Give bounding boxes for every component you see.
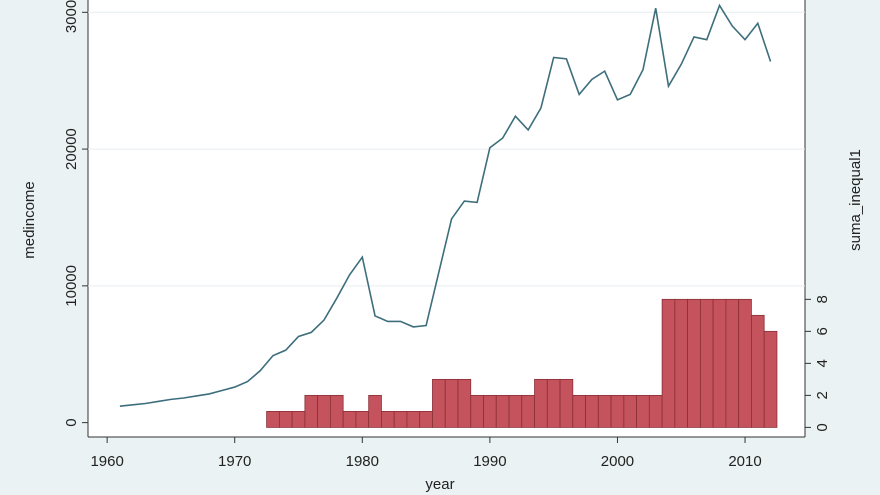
bar: [508, 394, 523, 428]
bar: [355, 410, 370, 428]
x-axis-title: year: [425, 476, 454, 493]
bar: [470, 394, 484, 428]
y-tick-label: 30000: [63, 0, 80, 33]
bar: [304, 394, 319, 428]
y-tick-label: 0: [63, 418, 80, 426]
bar: [559, 378, 574, 428]
bar: [432, 378, 446, 428]
bar: [546, 378, 561, 428]
bar: [457, 378, 472, 428]
y-tick-label: 10000: [63, 265, 80, 307]
bar: [572, 394, 586, 428]
bar: [661, 298, 676, 428]
bar: [419, 410, 433, 428]
y-axis-title: medincome: [21, 181, 38, 259]
bar: [712, 298, 727, 428]
x-tick-label: 1990: [473, 453, 506, 470]
x-tick-label: 1970: [218, 453, 251, 470]
bar: [636, 394, 650, 428]
bar: [406, 410, 421, 428]
y2-tick-label: 2: [814, 391, 831, 399]
bar: [674, 298, 689, 428]
y2-axis-title: suma_inequal1: [847, 149, 864, 251]
bar: [763, 330, 778, 428]
x-tick-label: 1960: [90, 453, 123, 470]
bar: [291, 410, 306, 428]
bar: [495, 394, 510, 428]
bar: [521, 394, 535, 428]
bar: [648, 394, 663, 428]
bar: [585, 394, 599, 428]
x-tick-label: 2010: [728, 453, 761, 470]
y2-tick-label: 8: [814, 295, 831, 303]
bar: [381, 410, 395, 428]
y2-tick-label: 4: [814, 359, 831, 367]
bar: [725, 298, 740, 428]
bar: [330, 394, 344, 428]
bar: [687, 298, 701, 428]
bar: [393, 410, 408, 428]
bar: [738, 298, 752, 428]
y-tick-label: 20000: [63, 128, 80, 170]
y2-tick-label: 0: [814, 423, 831, 431]
bar: [534, 378, 548, 428]
x-tick-label: 1980: [346, 453, 379, 470]
y2-tick-label: 6: [814, 327, 831, 335]
bar: [278, 410, 293, 428]
bar: [342, 410, 357, 428]
bar: [699, 298, 714, 428]
bar: [266, 410, 280, 428]
bar: [317, 394, 331, 428]
bar: [610, 394, 625, 428]
line: [119, 3, 772, 408]
bar: [368, 394, 382, 428]
bar: [483, 394, 497, 428]
x-tick-label: 2000: [601, 453, 634, 470]
bar: [444, 378, 459, 428]
bar: [751, 314, 765, 428]
bar: [623, 394, 637, 428]
bar: [597, 394, 612, 428]
